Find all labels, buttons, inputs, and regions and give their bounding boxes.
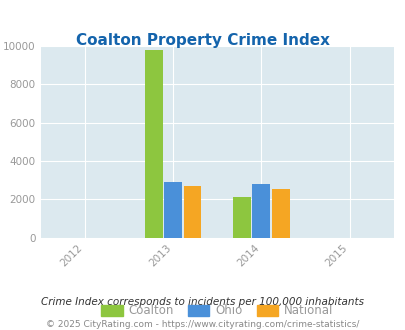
Text: Coalton Property Crime Index: Coalton Property Crime Index [76,33,329,48]
Bar [232,197,250,238]
Legend: Coalton, Ohio, National: Coalton, Ohio, National [98,301,336,321]
Text: © 2025 CityRating.com - https://www.cityrating.com/crime-statistics/: © 2025 CityRating.com - https://www.city… [46,319,359,329]
Bar [144,50,162,238]
Bar [252,184,270,238]
Bar [164,182,181,238]
Bar [271,189,289,238]
Bar [183,186,201,238]
Text: Crime Index corresponds to incidents per 100,000 inhabitants: Crime Index corresponds to incidents per… [41,297,364,307]
